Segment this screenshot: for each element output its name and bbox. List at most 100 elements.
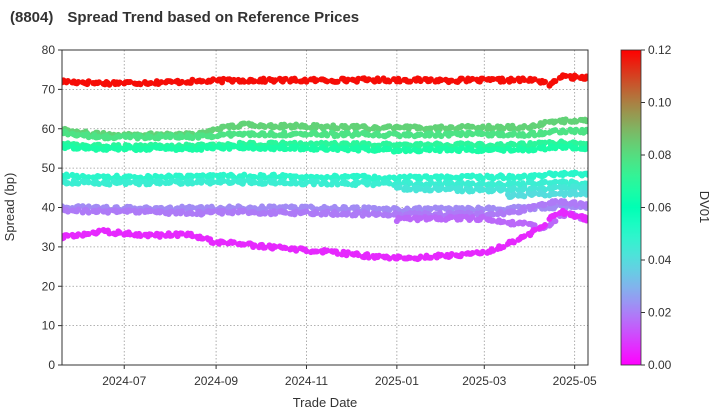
- data-point: [585, 185, 588, 192]
- x-tick-label: 2024-11: [285, 374, 328, 388]
- data-point: [407, 173, 414, 180]
- data-point: [210, 126, 217, 133]
- data-point: [106, 134, 113, 141]
- data-point: [313, 248, 320, 255]
- data-point: [479, 213, 486, 220]
- data-point: [376, 132, 383, 139]
- data-point: [407, 179, 414, 186]
- data-point: [500, 147, 507, 154]
- data-point: [407, 78, 414, 85]
- data-point: [210, 133, 217, 140]
- data-point: [459, 75, 466, 82]
- data-point: [585, 117, 588, 124]
- data-point: [510, 147, 517, 154]
- data-point: [365, 147, 372, 154]
- data-point: [479, 130, 486, 137]
- data-point: [427, 179, 434, 186]
- data-point: [448, 77, 455, 84]
- data-point: [552, 78, 559, 85]
- data-point: [282, 172, 289, 179]
- data-point: [261, 132, 268, 139]
- data-point: [96, 227, 103, 234]
- data-point: [521, 77, 528, 83]
- data-point: [562, 129, 569, 136]
- data-point: [189, 204, 196, 211]
- data-point: [168, 78, 175, 85]
- data-point: [469, 214, 476, 221]
- data-point: [386, 145, 393, 152]
- data-point: [438, 77, 445, 84]
- data-point: [469, 75, 476, 82]
- data-point: [303, 124, 310, 131]
- data-point: [355, 124, 362, 131]
- data-point: [324, 141, 331, 148]
- data-point: [106, 207, 113, 214]
- data-point: [396, 215, 403, 222]
- data-point: [521, 133, 528, 140]
- title-text: Spread Trend based on Reference Prices: [67, 9, 360, 26]
- data-point: [96, 173, 103, 180]
- colorbar: [620, 49, 642, 366]
- data-point: [376, 252, 383, 259]
- data-point: [469, 250, 476, 256]
- data-point: [479, 147, 486, 154]
- data-point: [427, 76, 434, 83]
- y-tick-label: 10: [42, 319, 56, 333]
- data-point: [562, 209, 569, 216]
- data-point: [199, 78, 206, 85]
- data-point: [459, 188, 466, 195]
- colorbar-tick-label: 0.02: [648, 306, 672, 320]
- data-point: [158, 79, 165, 86]
- data-point: [386, 130, 393, 137]
- data-point: [293, 130, 300, 137]
- series-0: [62, 72, 588, 89]
- data-point: [469, 180, 476, 187]
- data-point: [521, 207, 528, 214]
- data-point: [521, 233, 528, 240]
- data-point: [168, 178, 175, 185]
- data-point: [510, 125, 517, 132]
- data-point: [562, 170, 569, 177]
- data-point: [147, 80, 154, 87]
- data-point: [179, 174, 186, 181]
- data-point: [261, 174, 268, 181]
- data-point: [147, 179, 154, 186]
- data-point: [137, 146, 144, 153]
- data-point: [293, 121, 300, 128]
- data-point: [334, 211, 341, 218]
- data-point: [147, 208, 154, 215]
- data-point: [531, 147, 538, 154]
- x-tick-label: 2025-05: [553, 374, 597, 388]
- data-point: [334, 125, 341, 132]
- data-point: [585, 190, 588, 197]
- data-point: [396, 141, 403, 148]
- data-point: [386, 123, 393, 130]
- data-point: [573, 191, 580, 198]
- data-point: [427, 144, 434, 151]
- series-4: [62, 142, 588, 155]
- data-point: [459, 122, 466, 129]
- data-point: [251, 179, 258, 186]
- data-point: [241, 207, 248, 214]
- data-point: [521, 172, 528, 179]
- data-point: [261, 180, 268, 187]
- data-point: [552, 127, 559, 134]
- data-point: [293, 247, 300, 254]
- data-point: [168, 208, 175, 215]
- data-point: [479, 175, 486, 182]
- data-point: [490, 146, 497, 153]
- data-point: [241, 145, 248, 152]
- data-point: [386, 212, 393, 219]
- data-point: [106, 181, 113, 188]
- data-point: [85, 174, 92, 181]
- data-point: [324, 132, 331, 139]
- data-point: [313, 77, 320, 84]
- y-tick-label: 40: [42, 201, 56, 215]
- data-point: [500, 132, 507, 139]
- data-point: [427, 187, 434, 194]
- data-point: [459, 205, 466, 211]
- data-point: [230, 178, 237, 184]
- data-point: [490, 76, 497, 83]
- data-point: [127, 143, 134, 150]
- data-point: [293, 143, 300, 150]
